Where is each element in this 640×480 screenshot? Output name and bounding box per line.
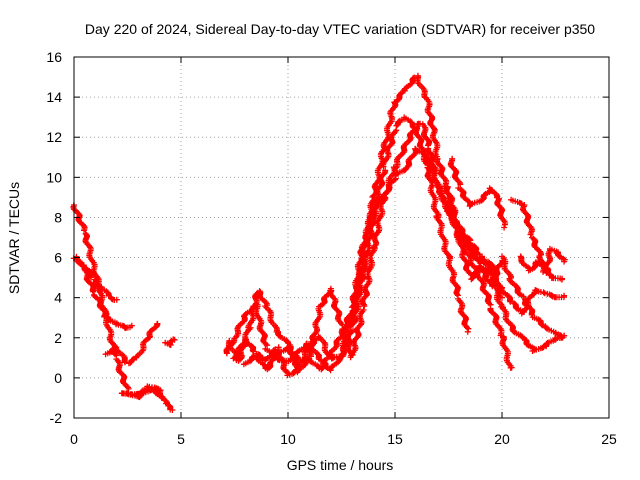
plus-markers: [118, 384, 166, 401]
y-tick-label: 10: [46, 169, 62, 185]
x-tick-label: 15: [387, 431, 403, 447]
series-track-5: [118, 384, 166, 401]
y-tick-label: 0: [54, 370, 62, 386]
series-track-4: [102, 320, 161, 367]
series-track-6: [162, 336, 178, 348]
plus-markers: [517, 253, 566, 283]
series-track-15: [517, 253, 566, 283]
x-tick-label: 5: [177, 431, 185, 447]
x-axis-label: GPS time / hours: [287, 457, 394, 473]
y-axis-label: SDTVAR / TECUs: [6, 182, 22, 294]
x-tick-label: 25: [601, 431, 617, 447]
series-track-10: [240, 145, 568, 373]
plus-markers: [240, 145, 568, 373]
y-tick-label: 4: [54, 290, 62, 306]
plus-markers: [444, 205, 505, 301]
x-tick-label: 10: [280, 431, 296, 447]
y-tick-label: 16: [46, 49, 62, 65]
y-tick-label: 2: [54, 330, 62, 346]
data-points: [70, 72, 568, 413]
plus-markers: [447, 155, 509, 231]
plus-markers: [162, 336, 178, 348]
y-tick-label: -2: [50, 410, 63, 426]
y-tick-label: 8: [54, 209, 62, 225]
y-tick-label: 12: [46, 129, 62, 145]
grid-lines: [74, 57, 609, 418]
series-track-12: [444, 205, 505, 301]
plus-markers: [73, 253, 135, 331]
series-track-3: [73, 253, 135, 331]
y-tick-label: 14: [46, 89, 62, 105]
series-track-13: [447, 155, 509, 231]
plot-frame: [73, 56, 610, 419]
plus-markers: [102, 320, 161, 367]
x-tick-label: 20: [494, 431, 510, 447]
x-tick-label: 0: [70, 431, 78, 447]
chart-title: Day 220 of 2024, Sidereal Day-to-day VTE…: [85, 21, 595, 37]
y-tick-label: 6: [54, 250, 62, 266]
axis-ticks: 0 5 10 15 20 25 -2 0 2 4 6 8 10 12 14 16: [46, 49, 617, 447]
